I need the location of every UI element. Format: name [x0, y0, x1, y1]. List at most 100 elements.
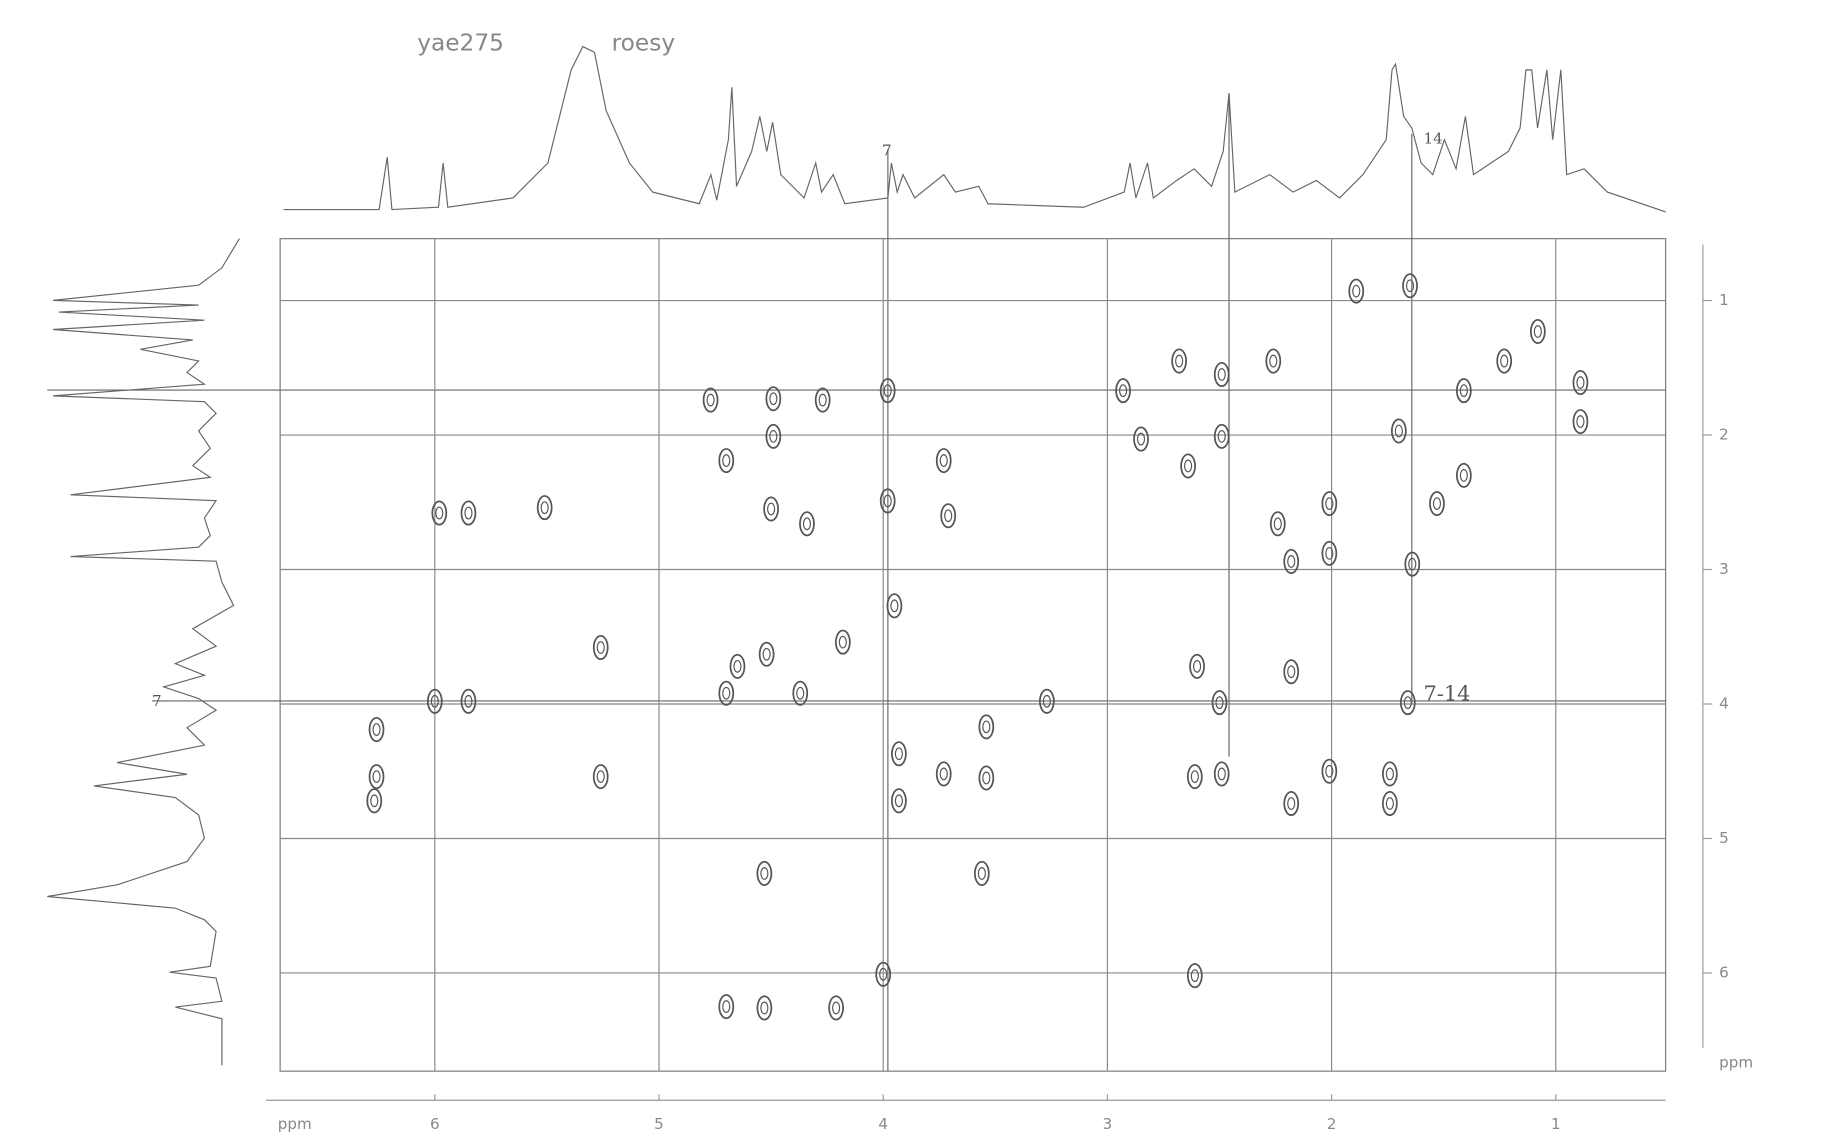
cross-peak [879, 378, 896, 404]
cross-peak [1399, 690, 1416, 716]
cross-peak-inner [894, 794, 903, 808]
cross-peak-inner [596, 770, 605, 784]
cross-peak [1390, 418, 1407, 444]
cross-peak [891, 741, 907, 767]
cross-peak-inner [1576, 415, 1585, 428]
cross-peak [799, 511, 815, 537]
cross-peak-inner [832, 1001, 841, 1015]
left-projection [47, 238, 240, 1066]
cross-peak-inner [1192, 659, 1202, 673]
cross-peak-inner [760, 867, 769, 880]
cross-peak [1265, 348, 1282, 374]
spectrum-name: yae275 [417, 30, 504, 57]
cross-peak [536, 495, 553, 521]
cross-peak-inner [977, 867, 986, 880]
cross-peak [1321, 540, 1338, 566]
cross-peak-inner [1394, 424, 1403, 438]
cross-peak-inner [883, 494, 892, 508]
cross-peak [718, 680, 735, 706]
cross-peak [978, 765, 995, 791]
cross-peak-inner [1352, 284, 1361, 298]
cross-peak-inner [722, 1000, 731, 1013]
annotation: 14 [1423, 130, 1442, 148]
x-tick-label: 6 [430, 1115, 440, 1133]
cross-peak [1211, 690, 1228, 716]
cross-peak-inner [1403, 696, 1412, 710]
cross-peak [1186, 764, 1203, 790]
cross-peak [729, 653, 746, 679]
cross-peak [1283, 659, 1300, 685]
cross-peak-inner [1042, 694, 1051, 708]
y-axis-label: ppm [1719, 1053, 1753, 1071]
cross-peak-inner [1136, 432, 1146, 446]
cross-peak [875, 961, 892, 987]
cross-peak-inner [464, 506, 473, 520]
cross-peak [828, 995, 844, 1021]
cross-peak [935, 761, 952, 787]
cross-peak [1133, 426, 1149, 452]
cross-peak-inner [982, 720, 991, 734]
cross-peak [1213, 761, 1230, 787]
cross-peak [756, 995, 773, 1021]
cross-peak [940, 503, 957, 529]
cross-peak [1186, 963, 1203, 989]
x-tick-label: 3 [1103, 1115, 1113, 1133]
x-axis-label: ppm [278, 1115, 312, 1133]
annotation: 7-14 [1423, 682, 1470, 706]
cross-peak [758, 641, 775, 667]
x-tick-label: 4 [878, 1115, 888, 1133]
experiment-name: roesy [612, 30, 676, 57]
cross-peak-inner [1385, 767, 1394, 781]
cross-peak [1496, 348, 1513, 374]
x-tick-label: 1 [1551, 1115, 1561, 1133]
cross-peak [1269, 511, 1286, 537]
cross-peak-inner [762, 647, 771, 661]
cross-peak-inner [1287, 797, 1296, 810]
cross-peak-inner [838, 635, 847, 649]
cross-peak-inner [1408, 557, 1417, 571]
cross-peak [886, 593, 903, 619]
cross-peak [973, 860, 990, 886]
cross-peak-inner [1325, 546, 1334, 560]
cross-peak-inner [1533, 325, 1542, 338]
cross-peak [426, 688, 443, 714]
cross-peak-inner [883, 384, 892, 398]
cross-peak-inner [370, 794, 379, 808]
cross-peak-inner [1459, 384, 1468, 398]
cross-peak-inner [372, 770, 381, 784]
cross-peak [1402, 273, 1418, 299]
cross-peak-inner [1273, 517, 1282, 531]
cross-peak [1321, 491, 1338, 517]
cross-peak-inner [1325, 764, 1334, 778]
cross-peak-inner [722, 686, 731, 700]
cross-peak-inner [1190, 770, 1199, 784]
cross-peak [765, 386, 782, 412]
cross-peak [1321, 758, 1338, 784]
cross-peak [879, 488, 896, 514]
cross-peak-inner [722, 454, 731, 467]
cross-peak-inner [430, 694, 439, 708]
y-tick-label: 5 [1719, 829, 1729, 847]
cross-peak [763, 496, 779, 522]
cross-peak-inner [372, 723, 381, 736]
cross-peak-inner [939, 454, 948, 467]
cross-peak [718, 448, 735, 474]
cross-peak-inner [733, 659, 742, 673]
cross-peak [592, 634, 609, 661]
cross-peak [1189, 653, 1205, 679]
y-tick-label: 4 [1719, 694, 1729, 712]
cross-peak-inner [1432, 497, 1442, 511]
cross-peak [1115, 378, 1131, 404]
cross-peak-inner [1190, 969, 1199, 983]
cross-peak [1283, 791, 1300, 817]
cross-peak-inner [769, 429, 778, 443]
cross-peak [1455, 462, 1472, 488]
cross-peak-inner [706, 393, 715, 407]
cross-peak-inner [1175, 354, 1184, 368]
cross-peak [935, 448, 952, 474]
cross-peak-inner [879, 967, 888, 981]
cross-peak [1213, 423, 1230, 449]
cross-peak [1213, 361, 1230, 388]
cross-peak-inner [769, 392, 778, 406]
